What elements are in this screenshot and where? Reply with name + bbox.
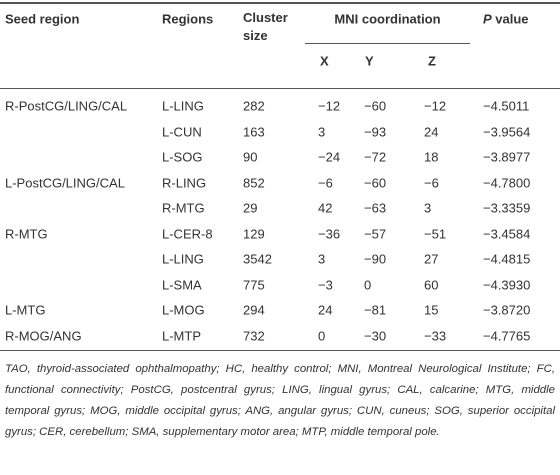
table-cell: −6 bbox=[318, 175, 333, 190]
table-cell: −4.3930 bbox=[483, 277, 531, 292]
table-cell: 3 bbox=[318, 251, 326, 267]
table-cell: −36 bbox=[318, 226, 341, 241]
table-cell: R-LING bbox=[162, 175, 207, 190]
table-cell: L-CUN bbox=[162, 124, 202, 139]
top-rule bbox=[0, 2, 560, 4]
table-cell: 294 bbox=[243, 302, 265, 318]
table-cell: −30 bbox=[364, 328, 387, 343]
table-cell: −90 bbox=[364, 251, 387, 267]
table-cell: −63 bbox=[364, 200, 387, 216]
table-cell: 775 bbox=[243, 277, 265, 292]
bottom-rule bbox=[0, 350, 560, 351]
header-cell: MNI coordination bbox=[334, 11, 441, 27]
table-cell: −3.8720 bbox=[483, 302, 531, 318]
table-cell: −3.8977 bbox=[483, 149, 531, 165]
table-cell: −51 bbox=[424, 226, 447, 241]
table-cell: −33 bbox=[424, 328, 447, 343]
table-cell: 90 bbox=[243, 149, 258, 165]
table-cell: 15 bbox=[424, 302, 439, 318]
table-cell: 129 bbox=[243, 226, 265, 241]
header-cell: X bbox=[320, 53, 329, 69]
table-cell: L-SMA bbox=[162, 277, 202, 292]
table-cell: −60 bbox=[364, 175, 387, 190]
table-cell: −4.7800 bbox=[483, 175, 531, 190]
table-cell: −93 bbox=[364, 124, 387, 139]
mni-rule bbox=[305, 43, 470, 44]
header-cell: Seed region bbox=[5, 11, 80, 27]
table-cell: −4.4815 bbox=[483, 251, 531, 267]
table-cell: L-LING bbox=[162, 251, 204, 267]
table-cell: 42 bbox=[318, 200, 333, 216]
table-cell: −81 bbox=[364, 302, 387, 318]
table-cell: 0 bbox=[364, 277, 372, 292]
table-cell: −4.5011 bbox=[483, 98, 530, 114]
table-cell: R-PostCG/LING/CAL bbox=[5, 98, 128, 114]
table-cell: −72 bbox=[364, 149, 387, 165]
table-cell: L-MTP bbox=[162, 328, 201, 343]
header-cell: Y bbox=[365, 53, 374, 69]
table-cell: R-MTG bbox=[162, 200, 205, 216]
table-cell: −57 bbox=[364, 226, 387, 241]
table-cell: −3.3359 bbox=[483, 200, 531, 216]
table-cell: 852 bbox=[243, 175, 265, 190]
table-cell: L-PostCG/LING/CAL bbox=[5, 175, 125, 190]
table-cell: R-MOG/ANG bbox=[5, 328, 82, 343]
table-cell: 24 bbox=[424, 124, 439, 139]
table-cell: 27 bbox=[424, 251, 439, 267]
table-cell: −3 bbox=[318, 277, 333, 292]
table-cell: 18 bbox=[424, 149, 439, 165]
table-cell: −12 bbox=[318, 98, 341, 114]
header-cell: P value bbox=[483, 12, 529, 27]
table-cell: 3 bbox=[424, 200, 432, 216]
table-cell: −60 bbox=[364, 98, 387, 114]
table-cell: −12 bbox=[424, 98, 447, 114]
table-cell: L-MOG bbox=[162, 302, 205, 318]
table-cell: −6 bbox=[424, 175, 439, 190]
table-cell: 29 bbox=[243, 200, 258, 216]
footnote: TAO, thyroid-associated ophthalmopathy; … bbox=[5, 363, 555, 438]
table-cell: R-MTG bbox=[5, 226, 48, 241]
header-cell: Z bbox=[428, 53, 436, 69]
table-cell: 3 bbox=[318, 124, 326, 139]
table-cell: 24 bbox=[318, 302, 333, 318]
table-cell: 3542 bbox=[243, 251, 272, 267]
header-cell: Cluster size bbox=[243, 10, 288, 43]
header-cell: Regions bbox=[162, 11, 214, 27]
table-cell: −4.7765 bbox=[483, 328, 531, 343]
header-text: value bbox=[495, 11, 529, 27]
table-cell: 0 bbox=[318, 328, 326, 343]
table-cell: 282 bbox=[243, 98, 265, 114]
table-cell: L-LING bbox=[162, 98, 204, 114]
table-cell: −3.9564 bbox=[483, 124, 531, 139]
table-cell: 60 bbox=[424, 277, 439, 292]
table-cell: −3.4584 bbox=[483, 226, 531, 241]
table-cell: L-SOG bbox=[162, 149, 203, 165]
table-cell: 732 bbox=[243, 328, 265, 343]
header-text: P bbox=[483, 11, 492, 27]
table-cell: L-CER-8 bbox=[162, 226, 213, 241]
table-cell: L-MTG bbox=[5, 302, 46, 318]
header-rule bbox=[0, 88, 560, 89]
table-cell: −24 bbox=[318, 149, 341, 165]
table-cell: 163 bbox=[243, 124, 265, 139]
